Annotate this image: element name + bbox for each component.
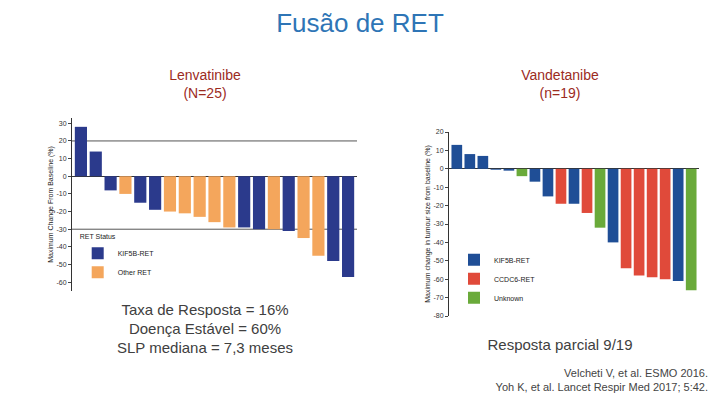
svg-text:-50: -50 [56, 261, 66, 268]
svg-text:0: 0 [63, 173, 67, 180]
html-text:SLP mediana = 7,3 meses: SLP mediana = 7,3 meses [117, 339, 293, 356]
svg-text:-50: -50 [433, 257, 443, 264]
html-text:Vandetanibe: Vandetanibe [521, 67, 599, 83]
svg-text:30: 30 [59, 120, 67, 127]
html-text:Taxa de Resposta = 16%: Taxa de Resposta = 16% [121, 301, 289, 318]
svg-text:-10: -10 [433, 184, 443, 191]
svg-text:-60: -60 [56, 279, 66, 286]
svg-text:-30: -30 [56, 226, 66, 233]
html-text:(N=25): (N=25) [183, 85, 227, 101]
svg-text:0: 0 [440, 165, 444, 172]
svg-text:-10: -10 [56, 190, 66, 197]
svg-text:20: 20 [59, 137, 67, 144]
svg-text:10: 10 [59, 155, 67, 162]
svg-text:Maximum change in tumour size: Maximum change in tumour size from basel… [424, 145, 432, 303]
svg-text:-70: -70 [433, 294, 443, 301]
html-text:Yoh K, et al. Lancet Respir Me: Yoh K, et al. Lancet Respir Med 2017; 5:… [495, 381, 708, 393]
svg-text:RET Status: RET Status [80, 233, 116, 240]
svg-text:-20: -20 [56, 208, 66, 215]
svg-text:20: 20 [436, 128, 444, 135]
html-text:Fusão de RET: Fusão de RET [276, 8, 444, 38]
html-text:Lenvatinibe: Lenvatinibe [169, 67, 241, 83]
svg-text:KIF5B-RET: KIF5B-RET [494, 257, 531, 264]
svg-text:KIF5B-RET: KIF5B-RET [118, 250, 155, 257]
svg-text:-20: -20 [433, 202, 443, 209]
html-text:(n=19): (n=19) [539, 85, 581, 101]
svg-text:Other RET: Other RET [118, 269, 152, 276]
svg-text:-30: -30 [433, 220, 443, 227]
svg-text:Unknown: Unknown [494, 295, 523, 302]
svg-text:Maximum Change From Baseline (: Maximum Change From Baseline (%) [47, 146, 55, 263]
svg-text:-40: -40 [56, 243, 66, 250]
html-text:Doença Estável = 60%: Doença Estável = 60% [128, 320, 282, 337]
html-text:Velcheti V, et al. ESMO 2016.: Velcheti V, et al. ESMO 2016. [564, 367, 708, 379]
svg-text:-60: -60 [433, 276, 443, 283]
html-text:Resposta parcial 9/19: Resposta parcial 9/19 [487, 336, 633, 353]
svg-text:CCDC6-RET: CCDC6-RET [494, 276, 535, 283]
svg-text:-40: -40 [433, 239, 443, 246]
svg-text:10: 10 [436, 147, 444, 154]
svg-text:-80: -80 [433, 312, 443, 319]
